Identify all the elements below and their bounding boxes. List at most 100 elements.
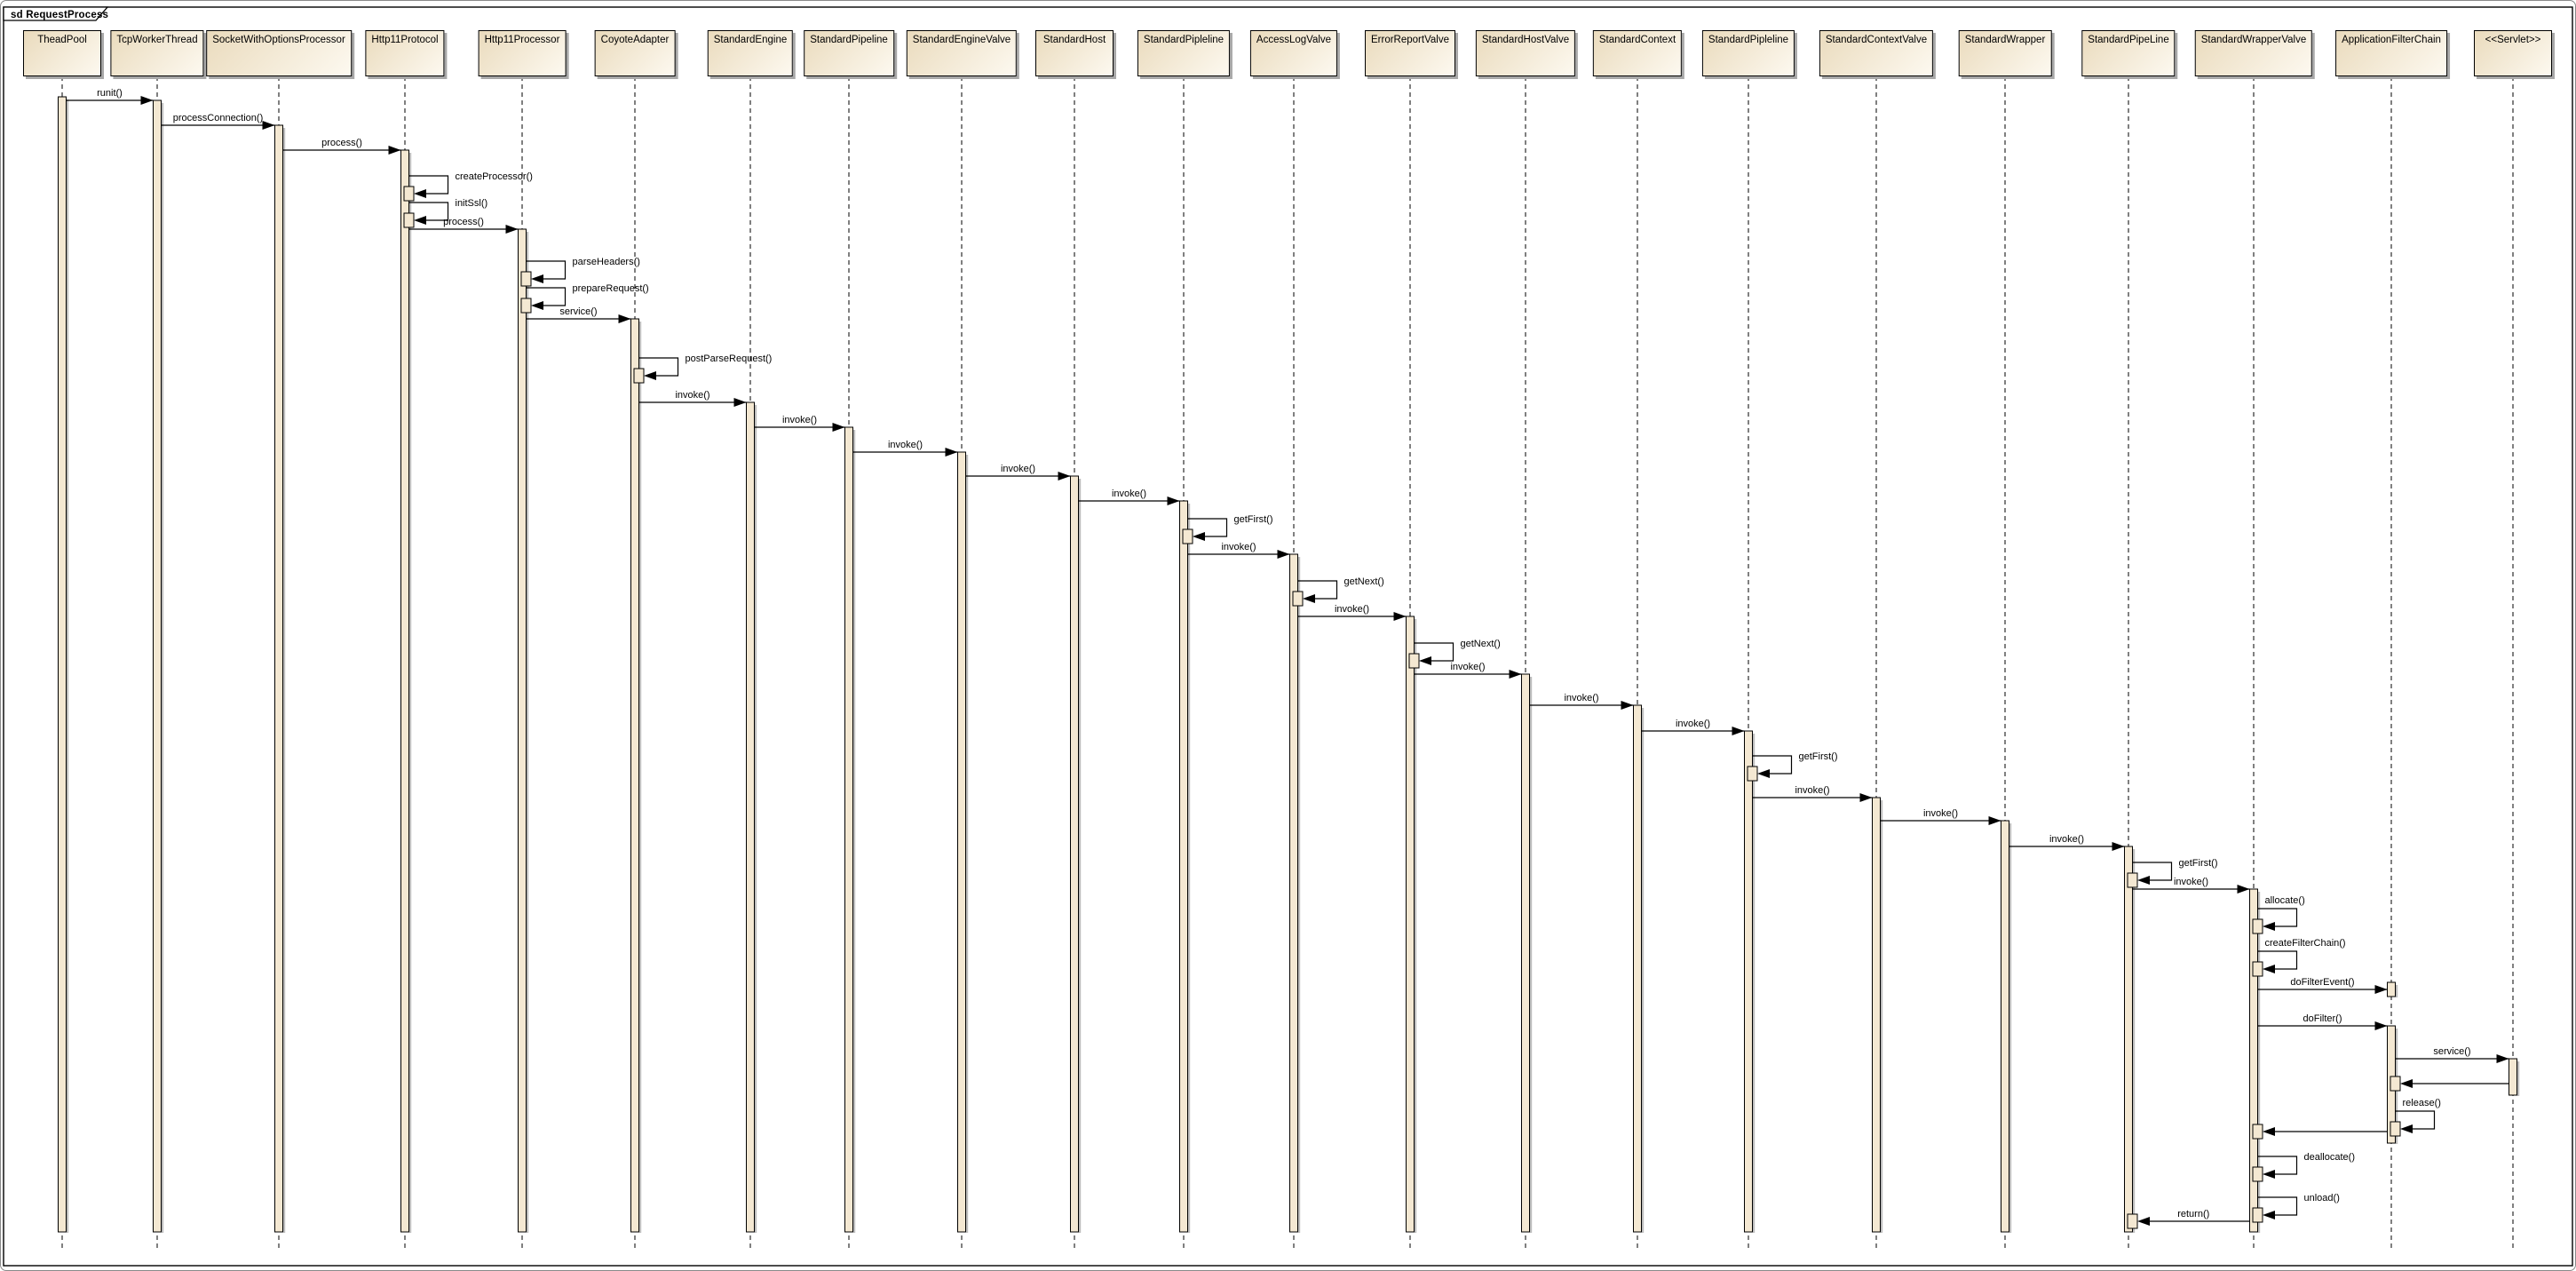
- self-message-loop: [2257, 908, 2298, 927]
- activation-shadow: [755, 405, 757, 1233]
- message-self-postparserequest[interactable]: postParseRequest(): [633, 353, 772, 384]
- self-message-loop: [408, 175, 449, 195]
- self-message-loop: [1414, 642, 1454, 662]
- nested-activation: [520, 271, 532, 287]
- activation-shadow: [1188, 504, 1191, 1233]
- self-message-loop: [2257, 1196, 2298, 1216]
- lifeline-head-standardwrapper[interactable]: StandardWrapper: [1958, 30, 2052, 76]
- message-call-runit[interactable]: runit(): [66, 88, 154, 105]
- lifeline-head-standardengine[interactable]: StandardEngine: [707, 30, 794, 76]
- arrowhead: [505, 225, 519, 234]
- message-self-getfirst[interactable]: getFirst(): [1182, 514, 1273, 544]
- message-return-return[interactable]: [2390, 1076, 2509, 1092]
- message-label: deallocate(): [2304, 1152, 2355, 1163]
- message-self-unload[interactable]: unload(): [2252, 1193, 2340, 1223]
- lifeline-name: ApplicationFilterChain: [2342, 35, 2441, 45]
- activation-bar-9: [1070, 475, 1079, 1233]
- arrowhead: [2263, 965, 2275, 973]
- message-call-process[interactable]: process(): [282, 138, 401, 155]
- lifeline-head-standardpipleline[interactable]: StandardPipleline: [1137, 30, 1231, 76]
- message-return-return[interactable]: return(): [2127, 1209, 2250, 1229]
- lifeline-head-errorreportvalve[interactable]: ErrorReportValve: [1365, 30, 1455, 76]
- lifeline-head-standardcontextvalve[interactable]: StandardContextValve: [1819, 30, 1934, 76]
- message-self-getnext[interactable]: getNext(): [1408, 639, 1501, 669]
- self-message-loop: [1297, 580, 1338, 600]
- message-call-invoke[interactable]: invoke(): [1297, 604, 1407, 621]
- lifeline-head-coyoteadapter[interactable]: CoyoteAdapter: [594, 30, 676, 76]
- activation-bar-11: [1289, 553, 1298, 1233]
- message-call-processconnection[interactable]: processConnection(): [161, 113, 275, 130]
- nested-activation: [1747, 766, 1758, 782]
- arrowhead: [1303, 594, 1315, 603]
- arrowhead: [2263, 1170, 2275, 1179]
- message-self-createfilterchain[interactable]: createFilterChain(): [2252, 938, 2346, 977]
- message-call-invoke[interactable]: invoke(): [1880, 808, 2001, 825]
- arrowhead: [531, 301, 543, 310]
- activation-bar-1: [153, 99, 162, 1233]
- lifeline-head-http11protocol[interactable]: Http11Protocol: [365, 30, 445, 76]
- lifeline-head-standardwrappervalve[interactable]: StandardWrapperValve: [2194, 30, 2313, 76]
- activation-bar-7: [844, 426, 853, 1233]
- message-call-invoke[interactable]: invoke(): [1752, 785, 1873, 802]
- message-call-invoke[interactable]: invoke(): [1078, 489, 1180, 505]
- nested-activation: [1408, 653, 1420, 669]
- message-self-deallocate[interactable]: deallocate(): [2252, 1152, 2355, 1182]
- lifeline-head-theadpool[interactable]: TheadPool: [23, 30, 101, 76]
- message-self-createprocessor[interactable]: createProcessor(): [403, 171, 533, 202]
- lifeline-head-standardpipleline[interactable]: StandardPipleline: [1701, 30, 1795, 76]
- message-self-allocate[interactable]: allocate(): [2252, 895, 2305, 934]
- activation-shadow: [67, 99, 69, 1233]
- lifeline-head-standardcontext[interactable]: StandardContext: [1592, 30, 1683, 76]
- lifeline-head-standardpipeline[interactable]: StandardPipeLine: [2081, 30, 2176, 76]
- arrowhead: [2374, 985, 2388, 994]
- message-call-invoke[interactable]: invoke(): [1414, 662, 1522, 679]
- message-call-service[interactable]: service(): [526, 306, 631, 323]
- message-return-return[interactable]: [2252, 1124, 2388, 1140]
- frame-label-tab: [3, 6, 109, 21]
- message-call-service[interactable]: service(): [2395, 1046, 2509, 1063]
- message-self-getfirst[interactable]: getFirst(): [2127, 858, 2218, 888]
- message-call-dofilter[interactable]: doFilter(): [2257, 1013, 2388, 1030]
- message-self-getnext[interactable]: getNext(): [1292, 576, 1384, 607]
- lifeline-head-http11processor[interactable]: Http11Processor: [478, 30, 567, 76]
- message-call-invoke[interactable]: invoke(): [1641, 719, 1745, 735]
- self-message-loop: [2257, 1156, 2298, 1175]
- lifeline-head-standardhostvalve[interactable]: StandardHostValve: [1475, 30, 1576, 76]
- message-call-invoke[interactable]: invoke(): [1529, 693, 1634, 710]
- lifeline-head-servlet[interactable]: <<Servlet>>: [2474, 30, 2552, 76]
- message-call-invoke[interactable]: invoke(): [2009, 834, 2125, 851]
- lifeline-head-accesslogvalve[interactable]: AccessLogValve: [1249, 30, 1338, 76]
- lifeline-head-standardenginevalve[interactable]: StandardEngineValve: [906, 30, 1018, 76]
- lifeline-head-tcpworkerthread[interactable]: TcpWorkerThread: [110, 30, 204, 76]
- message-call-invoke[interactable]: invoke(): [965, 464, 1071, 481]
- message-call-invoke[interactable]: invoke(): [1187, 542, 1290, 559]
- lifeline-head-applicationfilterchain[interactable]: ApplicationFilterChain: [2335, 30, 2447, 76]
- message-label: getFirst(): [1799, 751, 1838, 762]
- message-call-invoke[interactable]: invoke(): [638, 390, 747, 407]
- lifeline-head-standardpipeline[interactable]: StandardPipeline: [804, 30, 894, 76]
- message-call-invoke[interactable]: invoke(): [754, 415, 845, 432]
- arrowhead: [2400, 1124, 2413, 1133]
- nested-activation: [520, 298, 532, 314]
- message-self-initssl[interactable]: initSsl(): [403, 198, 488, 228]
- message-label: initSsl(): [456, 198, 488, 209]
- lifeline-name: StandardWrapperValve: [2200, 35, 2307, 45]
- message-call-invoke[interactable]: invoke(): [2132, 877, 2250, 894]
- message-call-dofilterevent[interactable]: doFilterEvent(): [2257, 977, 2388, 994]
- arrowhead: [644, 371, 656, 380]
- arrowhead: [1757, 769, 1770, 778]
- message-call-process[interactable]: process(): [408, 217, 519, 234]
- message-self-preparerequest[interactable]: prepareRequest(): [520, 283, 649, 314]
- activation-shadow: [162, 103, 164, 1233]
- message-self-getfirst[interactable]: getFirst(): [1747, 751, 1838, 782]
- lifeline-head-socketwithoptionsprocessor[interactable]: SocketWithOptionsProcessor: [206, 30, 352, 76]
- message-label: invoke(): [2174, 877, 2208, 887]
- message-self-parseheaders[interactable]: parseHeaders(): [520, 257, 640, 287]
- self-message-loop: [2395, 1110, 2436, 1130]
- message-self-release[interactable]: release(): [2390, 1098, 2441, 1137]
- lifeline-head-standardhost[interactable]: StandardHost: [1035, 30, 1114, 76]
- lifeline-name: CoyoteAdapter: [600, 35, 670, 45]
- activation-bar-19: [2249, 888, 2258, 1233]
- message-call-invoke[interactable]: invoke(): [852, 440, 958, 457]
